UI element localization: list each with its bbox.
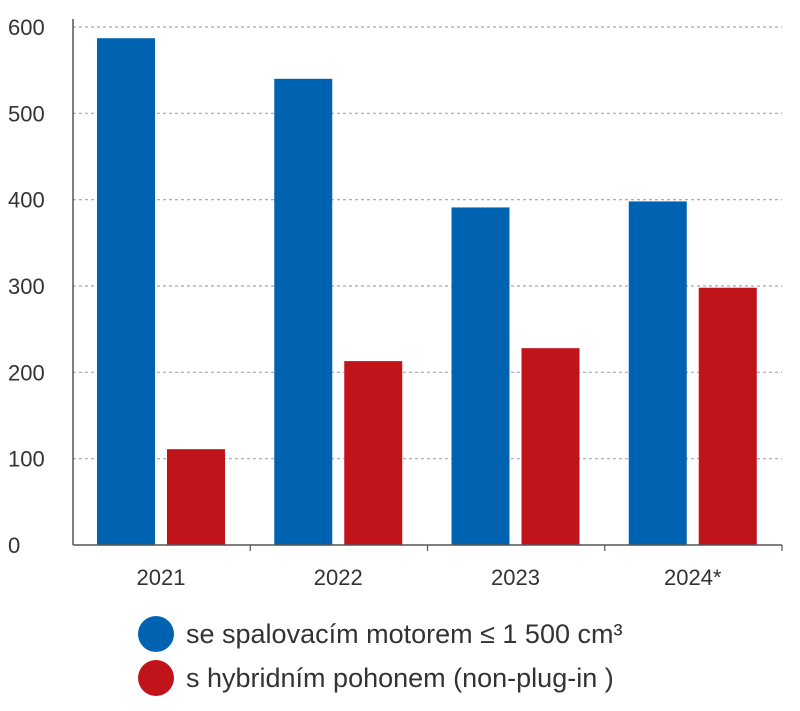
y-tick-label: 300 [8, 274, 45, 299]
legend-item-combustion: se spalovacím motorem ≤ 1 500 cm³ [138, 612, 622, 656]
y-tick-label: 600 [8, 15, 45, 40]
bar-combustion-2022 [274, 78, 333, 546]
y-tick-label: 200 [8, 360, 45, 385]
bar-combustion-2024 [628, 201, 687, 546]
bar-chart: 0 100 200 300 400 500 600 2021 2022 2023 2024* [8, 15, 783, 590]
y-tick-label: 0 [8, 533, 20, 558]
bar-hybrid-2021 [167, 449, 225, 545]
legend-label-combustion: se spalovacím motorem ≤ 1 500 cm³ [186, 618, 623, 649]
bar-combustion-2021 [97, 38, 155, 546]
x-tick-label: 2024* [664, 565, 722, 590]
y-tick-label: 100 [8, 447, 45, 472]
x-tick-label: 2022 [314, 565, 363, 590]
y-tick-label: 500 [8, 101, 45, 126]
bars [97, 38, 757, 546]
x-tick-label: 2021 [137, 565, 186, 590]
y-tick-labels: 0 100 200 300 400 500 600 [8, 15, 45, 558]
bar-hybrid-2022 [344, 361, 403, 545]
legend: se spalovacím motorem ≤ 1 500 cm³ s hybr… [138, 612, 622, 700]
x-tick-label: 2023 [491, 565, 540, 590]
legend-label-hybrid: s hybridním pohonem (non-plug-in ) [186, 662, 614, 693]
bar-hybrid-2024 [698, 287, 757, 545]
bar-hybrid-2023 [521, 348, 580, 545]
axes [72, 19, 783, 551]
x-tick-labels: 2021 2022 2023 2024* [137, 565, 722, 590]
legend-swatch-hybrid [138, 660, 174, 696]
legend-swatch-combustion [138, 616, 174, 652]
bar-combustion-2023 [451, 207, 510, 546]
legend-item-hybrid: s hybridním pohonem (non-plug-in ) [138, 656, 622, 700]
y-tick-label: 400 [8, 188, 45, 213]
